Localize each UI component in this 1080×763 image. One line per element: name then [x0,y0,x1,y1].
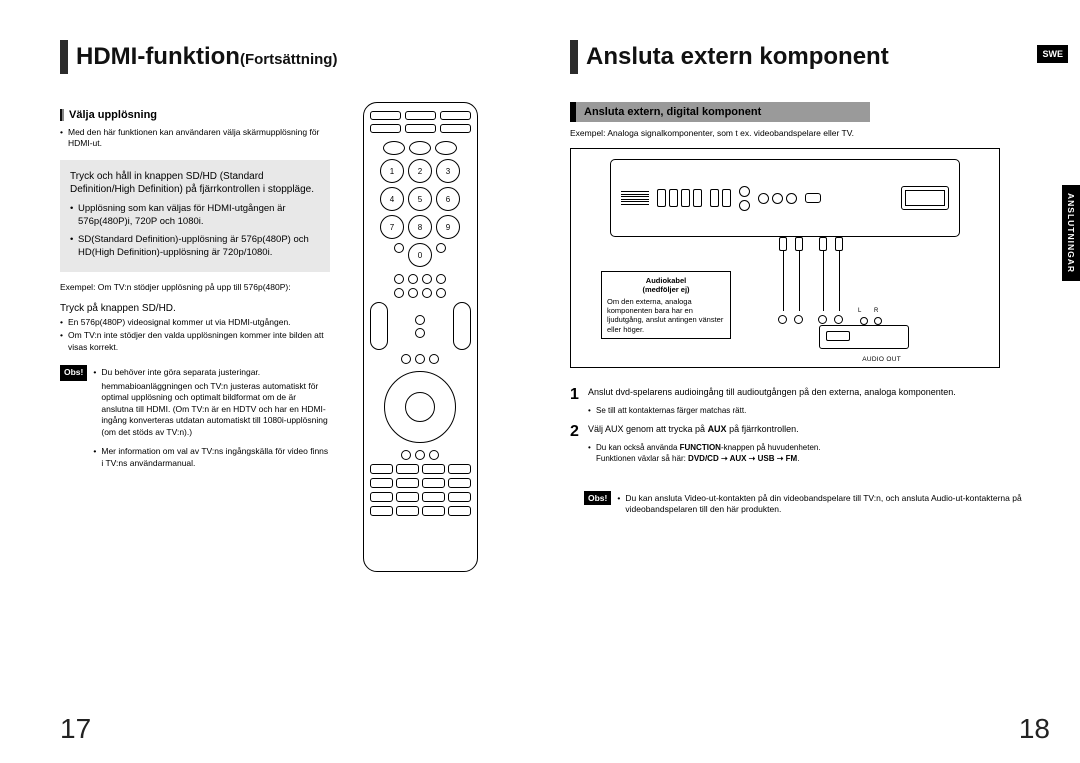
heading-bar [570,40,578,74]
left-columns: Välja upplösning Med den här funktionen … [60,102,510,572]
step2-b: på fjärrkontrollen. [727,424,799,434]
press-b1: En 576p(480P) videosignal kommer ut via … [60,317,330,328]
step-number: 1 [570,386,588,404]
press-line: Tryck på knappen SD/HD. [60,302,330,316]
section-tab: ANSLUTNINGAR [1062,185,1080,281]
sub-heading-row: Välja upplösning [60,108,330,123]
obs-block: Obs! Du kan ansluta Video-ut-kontakten p… [584,491,1050,518]
manual-spread: HDMI-funktion(Fortsättning) Välja upplös… [0,0,1080,763]
instruction-b1: Upplösning som kan väljas för HDMI-utgån… [70,203,320,229]
step-1-sub-bullet: Se till att kontakternas färger matchas … [588,406,1050,415]
step-2-sub1: Du kan också använda FUNCTION-knappen på… [588,443,1050,452]
callout-title: Audiokabel [607,276,725,285]
s2s2bold: DVD/CD ➝ AUX ➝ USB ➝ FM [688,454,797,463]
example-line: Exempel: Om TV:n stödjer upplösning på u… [60,282,330,293]
callout-sub: (medföljer ej) [607,285,725,294]
s2s2a: Funktionen växlar så här: [596,454,688,463]
obs-text-col: Du behöver inte göra separata justeringa… [93,365,330,471]
heading-bar [60,40,68,74]
intro-bullet: Med den här funktionen kan användaren vä… [60,127,330,150]
title-sub: (Fortsättning) [240,51,337,68]
step-2: 2 Välj AUX genom att trycka på AUX på fj… [570,423,1050,441]
remote-control: 123 456 789 0 [363,102,478,572]
press-b2: Om TV:n inte stödjer den valda upplösnin… [60,330,330,353]
instruction-box: Tryck och håll in knappen SD/HD (Standar… [60,160,330,272]
cable-callout: Audiokabel (medföljer ej) Om den externa… [601,271,731,339]
step2-a: Välj AUX genom att trycka på [588,424,708,434]
title-main: HDMI-funktion [76,43,240,70]
page-18: SWE ANSLUTNINGAR Ansluta extern komponen… [540,0,1080,763]
step-body: Välj AUX genom att trycka på AUX på fjär… [588,423,1050,441]
s2s1bold: FUNCTION [680,443,721,452]
connection-diagram: Audiokabel (medföljer ej) Om den externa… [570,148,1000,368]
sub-heading-bar [60,109,64,121]
remote-col: 123 456 789 0 [330,102,510,572]
obs-b2: Mer information om val av TV:ns ingångsk… [93,446,330,469]
s2s1a: Du kan också använda [596,443,680,452]
page-number: 18 [1019,713,1050,745]
obs-block: Obs! Du behöver inte göra separata juste… [60,365,330,471]
cable-diagram [771,237,851,337]
step-1-sub: Se till att kontakternas färger matchas … [570,406,1050,415]
language-badge: SWE [1037,45,1068,63]
heading-row: Ansluta extern komponent [570,40,1050,74]
port-r: R [874,308,878,314]
obs-bullet: Du kan ansluta Video-ut-kontakten på din… [617,493,1050,516]
left-text-col: Välja upplösning Med den här funktionen … [60,102,330,572]
heading-row: HDMI-funktion(Fortsättning) [60,40,510,74]
obs-badge: Obs! [584,491,611,505]
instruction-main: Tryck och håll in knappen SD/HD (Standar… [70,170,320,197]
page-title: Ansluta extern komponent [586,43,889,71]
page-number: 17 [60,713,91,745]
audio-out-label: AUDIO OUT [862,356,901,363]
s2s2b: . [797,454,799,463]
example-text: Exempel: Analoga signalkomponenter, som … [570,128,1050,138]
external-device-icon: L R [819,325,909,349]
page-17: HDMI-funktion(Fortsättning) Välja upplös… [0,0,540,763]
sub-heading: Välja upplösning [69,108,157,123]
step-2-sub2: Funktionen växlar så här: DVD/CD ➝ AUX ➝… [588,454,1050,463]
obs-badge: Obs! [60,365,87,380]
instruction-b2: SD(Standard Definition)-upplösning är 57… [70,234,320,260]
step-2-sub: Du kan också använda FUNCTION-knappen på… [570,443,1050,463]
unit-rear-panel [610,159,960,237]
section-banner: Ansluta extern, digital komponent [570,102,870,122]
obs-b1: Du behöver inte göra separata justeringa… [93,367,330,378]
port-l: L [858,308,861,314]
step-number: 2 [570,423,588,441]
step-body: Anslut dvd-spelarens audioingång till au… [588,386,1050,404]
step2-bold: AUX [708,424,727,434]
s2s1b: -knappen på huvudenheten. [721,443,821,452]
callout-body: Om den externa, analoga komponenten bara… [607,297,725,335]
step-1: 1 Anslut dvd-spelarens audioingång till … [570,386,1050,404]
page-title: HDMI-funktion(Fortsättning) [76,43,337,71]
obs-text: Du kan ansluta Video-ut-kontakten på din… [617,491,1050,518]
obs-body: hemmabioanläggningen och TV:n justeras a… [93,381,330,438]
